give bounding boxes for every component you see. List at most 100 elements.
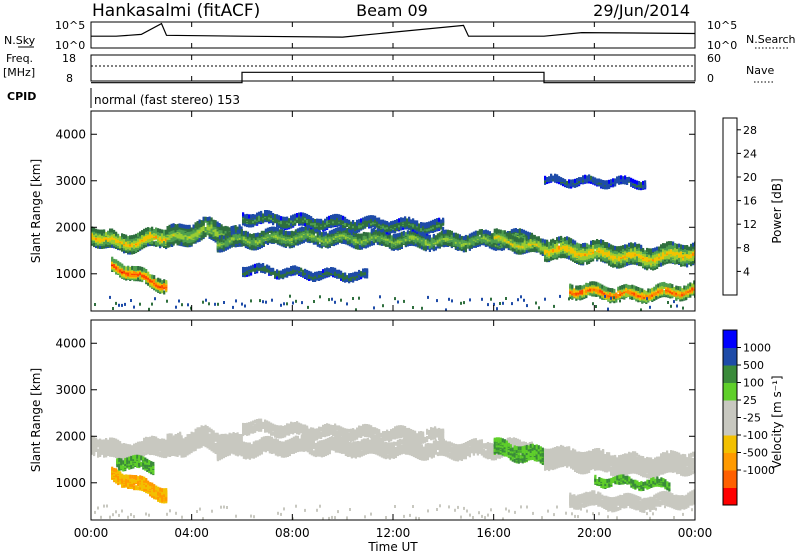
- heatmap-cell: [151, 274, 154, 279]
- heatmap-cell: [234, 235, 237, 239]
- heatmap-cell: [406, 230, 409, 235]
- heatmap-cell: [292, 216, 295, 221]
- heatmap-cell: [342, 226, 345, 231]
- heatmap-cell: [252, 233, 255, 238]
- heatmap-cell: [378, 223, 381, 228]
- heatmap-cell: [238, 238, 241, 242]
- heatmap-cell: [153, 275, 156, 280]
- heatmap-cell: [280, 239, 283, 244]
- heatmap-cell: [232, 229, 235, 234]
- heatmap-cell: [400, 233, 403, 238]
- heatmap-cell: [646, 247, 649, 252]
- heatmap-cell: [137, 232, 140, 237]
- heatmap-cell: [194, 222, 197, 227]
- heatmap-cell: [125, 270, 128, 275]
- heatmap-cell: [109, 240, 112, 245]
- heatmap-cell: [180, 238, 183, 243]
- heatmap-cell: [262, 266, 265, 271]
- heatmap-cell: [276, 227, 279, 232]
- heatmap-cell: [310, 224, 313, 229]
- heatmap-cell: [576, 242, 579, 247]
- heatmap-cell: [344, 228, 347, 233]
- heatmap-cell: [642, 248, 645, 252]
- heatmap-cell: [314, 235, 317, 240]
- heatmap-cell: [326, 243, 329, 248]
- heatmap-cell: [294, 229, 297, 234]
- heatmap-cell: [109, 228, 112, 233]
- heatmap-cell: [560, 253, 563, 258]
- cpid-row: CPID normal (fast stereo) 153: [7, 88, 240, 108]
- heatmap-cell: [274, 214, 277, 219]
- heatmap-cell: [574, 246, 577, 251]
- heatmap-cell: [184, 224, 187, 229]
- heatmap-cell: [336, 237, 339, 242]
- heatmap-cell: [258, 211, 261, 216]
- heatmap-cell: [306, 213, 309, 218]
- heatmap-cell: [362, 223, 365, 228]
- freq-tick-top: 18: [62, 52, 76, 65]
- heatmap-cell: [634, 242, 637, 247]
- heatmap-cell: [556, 239, 559, 244]
- heatmap-cell: [354, 222, 357, 227]
- heatmap-cell: [127, 265, 130, 270]
- heatmap-cell: [594, 250, 597, 255]
- heatmap-cell: [640, 250, 643, 255]
- heatmap-cell: [284, 239, 287, 244]
- heatmap-cell: [192, 224, 195, 229]
- heatmap-cell: [428, 234, 431, 239]
- heatmap-cell: [537, 236, 540, 241]
- heatmap-cell: [262, 230, 265, 235]
- heatmap-cell: [612, 258, 615, 263]
- heatmap-cell: [358, 244, 361, 249]
- heatmap-cell: [598, 253, 601, 258]
- heatmap-cell: [590, 251, 593, 255]
- heatmap-cell: [515, 240, 518, 245]
- heatmap-cell: [125, 244, 128, 249]
- heatmap-cell: [129, 271, 132, 276]
- heatmap-cell: [304, 213, 307, 218]
- heatmap-cell: [91, 239, 94, 244]
- heatmap-cell: [510, 229, 513, 234]
- heatmap-cell: [250, 271, 253, 276]
- heatmap-cell: [438, 222, 441, 227]
- heatmap-cell: [157, 287, 160, 292]
- heatmap-cell: [322, 269, 325, 274]
- heatmap-cell: [448, 242, 451, 247]
- heatmap-cell: [304, 222, 307, 227]
- heatmap-cell: [544, 239, 547, 244]
- heatmap-cell: [518, 228, 521, 233]
- heatmap-cell: [566, 253, 569, 258]
- heatmap-cell: [546, 244, 549, 249]
- heatmap-cell: [302, 236, 305, 241]
- heatmap-cell: [184, 230, 187, 235]
- heatmap-cell: [288, 223, 291, 228]
- heatmap-cell: [412, 229, 415, 234]
- heatmap-cell: [362, 231, 365, 236]
- heatmap-cell: [378, 229, 381, 233]
- heatmap-cell: [624, 251, 627, 256]
- heatmap-cell: [208, 219, 211, 224]
- nsky-label: N.Sky: [4, 34, 36, 47]
- heatmap-cell: [582, 249, 585, 254]
- heatmap-cell: [270, 267, 273, 272]
- heatmap-cell: [111, 230, 114, 235]
- heatmap-cell: [612, 253, 615, 258]
- heatmap-cell: [232, 240, 235, 245]
- heatmap-cell: [244, 216, 247, 221]
- heatmap-cell: [556, 242, 559, 247]
- heatmap-cell: [139, 231, 142, 236]
- heatmap-cell: [490, 242, 493, 247]
- heatmap-cell: [346, 230, 349, 235]
- heatmap-cell: [572, 239, 575, 244]
- heatmap-cell: [570, 246, 573, 251]
- heatmap-cell: [226, 245, 229, 250]
- heatmap-cell: [442, 229, 445, 234]
- heatmap-cell: [129, 235, 132, 240]
- heatmap-cell: [198, 237, 201, 242]
- heatmap-cell: [294, 270, 297, 275]
- heatmap-cell: [131, 235, 134, 240]
- heatmap-cell: [410, 219, 413, 224]
- heatmap-cell: [149, 233, 152, 238]
- heatmap-cell: [650, 248, 653, 253]
- heatmap-cell: [123, 249, 126, 254]
